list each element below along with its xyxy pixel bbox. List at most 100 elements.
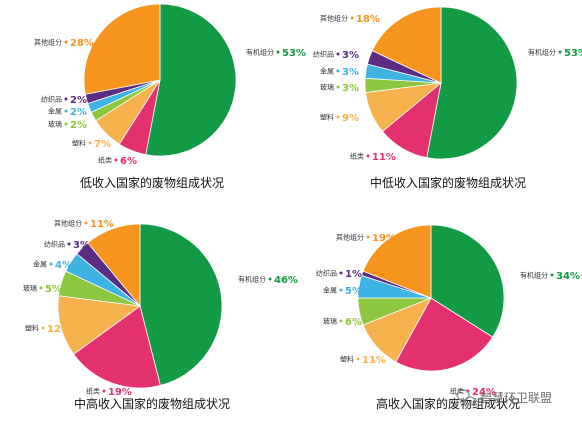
pie-chart-4: 有机组分 34% 24% 纸类 11% 塑料 6% 玻璃 5% 金属 1% 纺织品 19% 其他组分高收入… bbox=[316, 224, 580, 411]
slice-other bbox=[362, 224, 432, 299]
label-dot bbox=[64, 109, 68, 113]
slice-pct-glass: 2% bbox=[70, 120, 87, 131]
slice-label-plastic: 塑料 bbox=[72, 139, 86, 148]
label-dot bbox=[49, 262, 53, 266]
pie-chart-1: 有机组分 53% 6% 纸类 7% 塑料 2% 玻璃 2% 金属 2% 纺织品 28% 其他组分低收入国家… bbox=[34, 3, 306, 190]
slice-pct-organic: 53% bbox=[282, 48, 306, 59]
slice-pct-other: 11% bbox=[90, 219, 114, 230]
label-dot bbox=[64, 122, 68, 126]
watermark: 智慧环卫联盟 bbox=[456, 389, 552, 406]
label-dot bbox=[558, 50, 562, 54]
wechat-icon bbox=[456, 389, 476, 406]
slice-label-organic: 有机组分 bbox=[520, 271, 548, 280]
label-dot bbox=[39, 286, 43, 290]
slice-other bbox=[83, 3, 161, 95]
slice-pct-paper: 19% bbox=[108, 387, 132, 398]
slice-pct-paper: 6% bbox=[120, 156, 137, 167]
label-dot bbox=[88, 141, 92, 145]
slice-pct-plastic: 11% bbox=[362, 355, 386, 366]
slice-plastic bbox=[57, 295, 142, 355]
slice-pct-textile: 1% bbox=[345, 269, 362, 280]
label-dot bbox=[336, 69, 340, 73]
pie-chart-3: 有机组分 46% 19% 纸类 12% 塑料 5% 玻璃 4% 金属 3% 纺织品 11% 其他组分中高收… bbox=[23, 219, 298, 412]
slice-organic bbox=[426, 6, 518, 160]
slice-label-glass: 玻璃 bbox=[23, 284, 37, 293]
label-dot bbox=[339, 319, 343, 323]
slice-pct-glass: 6% bbox=[345, 317, 362, 328]
label-dot bbox=[84, 221, 88, 225]
slice-pct-paper: 11% bbox=[372, 152, 396, 163]
slice-label-textile: 纺织品 bbox=[313, 50, 334, 59]
slice-label-textile: 纺织品 bbox=[44, 240, 65, 249]
slice-pct-plastic: 9% bbox=[342, 113, 359, 124]
slice-organic bbox=[139, 223, 223, 386]
slice-label-metal: 金属 bbox=[48, 107, 62, 116]
chart-title: 低收入国家的废物组成状况 bbox=[80, 175, 224, 190]
slice-label-paper: 纸类 bbox=[86, 387, 100, 396]
slice-label-plastic: 塑料 bbox=[25, 324, 39, 333]
label-dot bbox=[339, 271, 343, 275]
slice-label-paper: 纸类 bbox=[350, 152, 364, 161]
slice-label-other: 其他组分 bbox=[54, 219, 82, 228]
pie-chart-2: 有机组分 53% 11% 纸类 9% 塑料 3% 玻璃 3% 金属 3% 纺织品 18% 其他组分中低收入… bbox=[313, 6, 582, 190]
slice-pct-textile: 3% bbox=[73, 240, 90, 251]
slice-pct-glass: 3% bbox=[342, 83, 359, 94]
slice-label-glass: 玻璃 bbox=[323, 317, 337, 326]
label-dot bbox=[336, 52, 340, 56]
slice-label-plastic: 塑料 bbox=[340, 355, 354, 364]
slice-label-paper: 纸类 bbox=[450, 387, 464, 396]
slice-pct-glass: 5% bbox=[45, 284, 62, 295]
slice-label-organic: 有机组分 bbox=[246, 48, 274, 57]
label-dot bbox=[64, 97, 68, 101]
slice-pct-organic: 53% bbox=[564, 48, 582, 59]
slice-pct-metal: 4% bbox=[55, 260, 72, 271]
slice-organic bbox=[145, 3, 237, 157]
label-dot bbox=[356, 357, 360, 361]
label-dot bbox=[336, 85, 340, 89]
slice-label-textile: 纺织品 bbox=[41, 95, 62, 104]
slice-label-metal: 金属 bbox=[33, 260, 47, 269]
label-dot bbox=[276, 50, 280, 54]
slice-label-metal: 金属 bbox=[320, 67, 334, 76]
label-dot bbox=[350, 16, 354, 20]
slice-label-other: 其他组分 bbox=[336, 233, 364, 242]
slice-pct-textile: 2% bbox=[70, 95, 87, 106]
slice-pct-other: 18% bbox=[356, 14, 380, 25]
slice-label-paper: 纸类 bbox=[98, 156, 112, 165]
slice-label-plastic: 塑料 bbox=[320, 113, 334, 122]
slice-pct-plastic: 12% bbox=[47, 324, 71, 335]
slice-paper bbox=[73, 305, 161, 389]
slice-other bbox=[87, 223, 141, 308]
slice-label-organic: 有机组分 bbox=[528, 48, 556, 57]
slice-pct-textile: 3% bbox=[342, 50, 359, 61]
chart-title: 中低收入国家的废物组成状况 bbox=[370, 175, 526, 190]
slice-organic bbox=[430, 224, 505, 338]
label-dot bbox=[366, 154, 370, 158]
label-dot bbox=[336, 115, 340, 119]
slice-label-other: 其他组分 bbox=[320, 14, 348, 23]
slice-pct-metal: 5% bbox=[345, 286, 362, 297]
slice-pct-organic: 34% bbox=[556, 271, 580, 282]
slice-paper bbox=[395, 297, 494, 372]
slice-pct-other: 28% bbox=[70, 38, 94, 49]
slice-label-metal: 金属 bbox=[323, 286, 337, 295]
slice-pct-organic: 46% bbox=[274, 275, 298, 286]
label-dot bbox=[67, 242, 71, 246]
slice-label-organic: 有机组分 bbox=[238, 275, 266, 284]
slice-label-textile: 纺织品 bbox=[316, 269, 337, 278]
label-dot bbox=[339, 288, 343, 292]
slice-pct-plastic: 7% bbox=[94, 139, 111, 150]
slice-pct-metal: 2% bbox=[70, 107, 87, 118]
watermark-text: 智慧环卫联盟 bbox=[480, 390, 552, 405]
chart-title: 高收入国家的废物组成状况 bbox=[376, 396, 520, 411]
label-dot bbox=[41, 326, 45, 330]
slice-label-glass: 玻璃 bbox=[320, 83, 334, 92]
label-dot bbox=[114, 158, 118, 162]
slice-pct-other: 19% bbox=[372, 233, 396, 244]
slice-other bbox=[371, 6, 442, 84]
label-dot bbox=[550, 273, 554, 277]
slice-pct-paper: 24% bbox=[472, 387, 496, 398]
chart-title: 中高收入国家的废物组成状况 bbox=[74, 396, 230, 411]
label-dot bbox=[268, 277, 272, 281]
